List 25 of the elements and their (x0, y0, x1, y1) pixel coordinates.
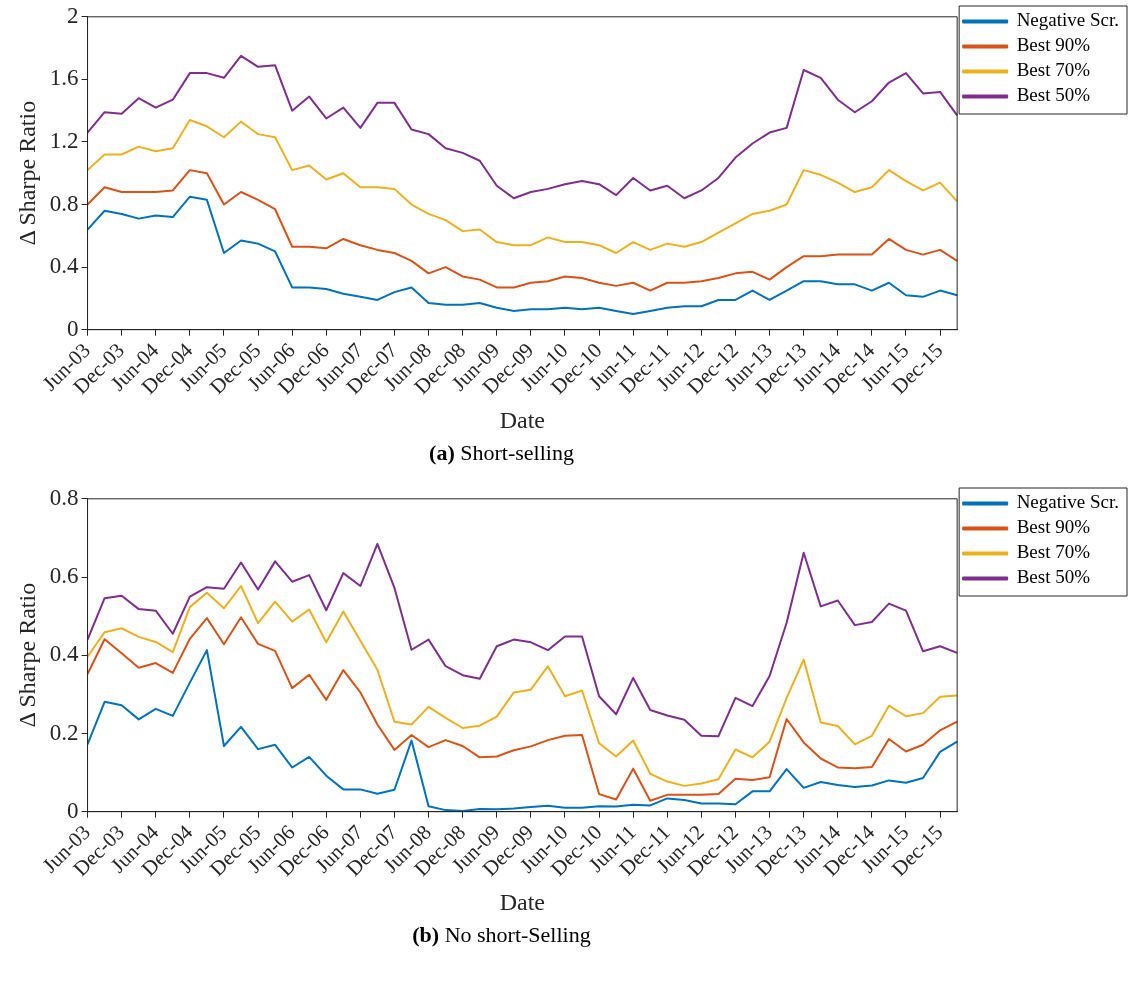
y-tick-label: 0.4 (49, 641, 80, 667)
y-tick-label: 0.8 (49, 484, 79, 510)
y-axis-title: Δ Sharpe Ratio (13, 582, 40, 728)
y-tick-label: 1.6 (49, 65, 79, 91)
x-axis-title: Date (499, 888, 545, 915)
y-tick-label: 0 (67, 797, 79, 823)
y-tick-label: 0.8 (49, 190, 79, 216)
y-tick-label: 0 (67, 315, 79, 341)
y-tick-label: 0.4 (49, 253, 80, 279)
legend-label: Best 70% (1016, 59, 1091, 81)
y-tick-label: 0.6 (49, 563, 79, 589)
x-axis-title: Date (499, 406, 545, 433)
legend-label: Best 90% (1016, 516, 1091, 538)
text: (a) Short-selling (428, 440, 575, 467)
text: (b) No short-Selling (411, 922, 592, 949)
y-tick-label: 0.2 (49, 719, 79, 745)
y-tick-label: 2 (67, 2, 79, 28)
y-tick-label: 1.2 (49, 128, 79, 153)
y-axis-title: Δ Sharpe Ratio (13, 100, 40, 246)
legend-label: Best 50% (1016, 566, 1091, 588)
legend-label: Best 90% (1016, 34, 1091, 56)
legend-label: Negative Scr. (1016, 491, 1119, 513)
legend-label: Negative Scr. (1016, 9, 1119, 31)
legend-label: Best 50% (1016, 84, 1091, 106)
legend-label: Best 70% (1016, 541, 1091, 563)
